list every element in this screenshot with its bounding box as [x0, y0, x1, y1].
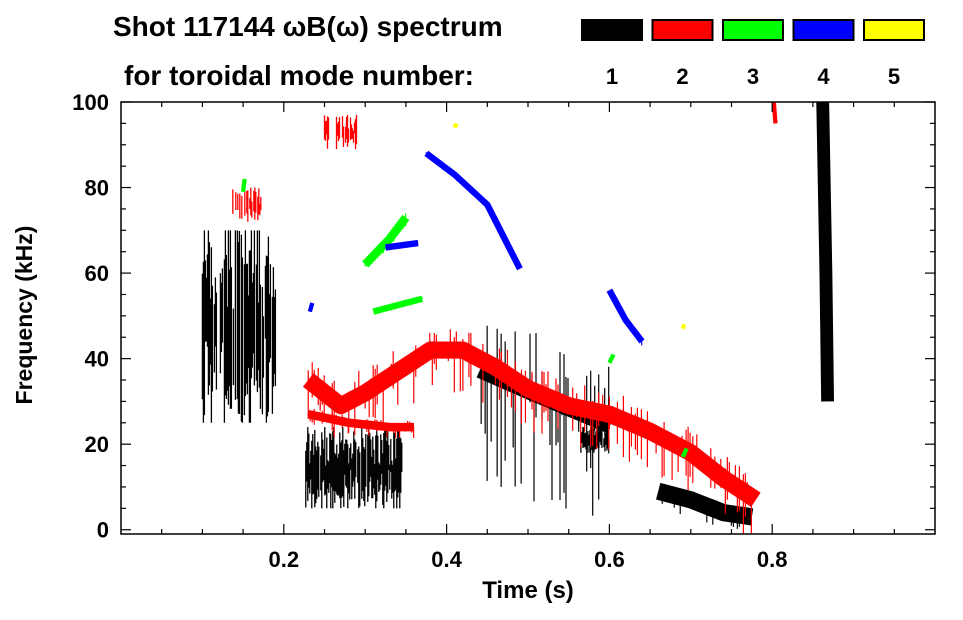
legend-label-mode-2: 2: [676, 64, 688, 89]
mode-trace: [362, 214, 410, 268]
legend-label-mode-1: 1: [606, 64, 618, 89]
legend-swatch-mode-2: [651, 19, 714, 41]
mode-trace: [680, 447, 689, 458]
y-axis-label: Frequency (kHz): [11, 226, 37, 405]
x-tick-label: 0.4: [431, 547, 462, 572]
legend-swatch-mode-1: [581, 19, 643, 41]
mode-trace: [680, 323, 687, 330]
mode-trace: [424, 150, 523, 271]
x-tick-label: 0.8: [757, 547, 788, 572]
series-mode-4: [307, 150, 645, 346]
x-tick-label: 0.6: [594, 547, 625, 572]
mode-trace: [771, 101, 778, 124]
y-tick-label: 80: [85, 176, 109, 201]
y-tick-label: 60: [85, 261, 109, 286]
x-axis-label: Time (s): [482, 577, 574, 604]
series-mode-2: [232, 101, 778, 534]
legend-swatch-mode-3: [722, 19, 784, 41]
legend-label-mode-4: 4: [817, 64, 830, 89]
y-tick-label: 20: [85, 432, 109, 457]
legend-swatch-mode-5: [863, 19, 925, 41]
legend-label-mode-3: 3: [747, 64, 759, 89]
mode-trace: [307, 302, 315, 313]
series-mode-5: [452, 122, 687, 330]
mode-trace: [452, 122, 459, 129]
legend-label-mode-5: 5: [888, 64, 900, 89]
mode-trace: [816, 101, 835, 402]
spectrogram-marks: [201, 101, 835, 534]
series-mode-3: [240, 178, 689, 458]
plot-frame: [120, 101, 936, 535]
legend-swatch-mode-4: [792, 19, 855, 41]
mode-trace: [240, 178, 247, 193]
y-tick-label: 40: [85, 347, 109, 372]
chart-title: Shot 117144 ωB(ω) spectrum: [113, 11, 503, 42]
y-tick-label: 0: [97, 518, 109, 543]
mode-trace: [385, 239, 419, 251]
mode-trace: [606, 288, 645, 344]
mode-trace: [607, 353, 616, 364]
axes: 0.2 0.4 0.6 0.8 0 20 40 60 80 100: [72, 90, 936, 572]
chart-subtitle: for toroidal mode number:: [124, 60, 474, 91]
y-tick-label: 100: [72, 90, 109, 115]
series-mode-1: [201, 101, 835, 529]
legend: 1 2 3 4 5: [581, 19, 925, 89]
x-tick-label: 0.2: [269, 547, 300, 572]
mode-trace: [307, 410, 414, 432]
